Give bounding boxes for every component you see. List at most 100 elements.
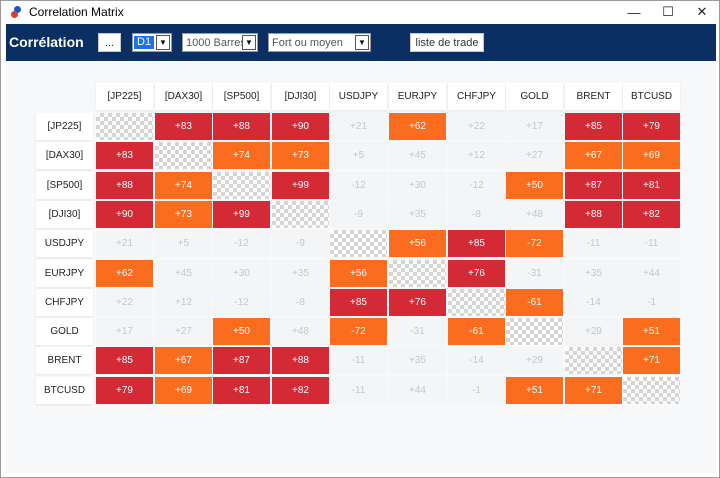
- toolbar-title: Corrélation: [9, 34, 84, 50]
- minimize-button[interactable]: —: [627, 4, 641, 20]
- correlation-cell: +30: [389, 172, 446, 199]
- correlation-cell: +5: [155, 230, 212, 257]
- correlation-cell: +85: [565, 113, 622, 140]
- diagonal-cell: [330, 230, 387, 257]
- maximize-button[interactable]: ☐: [662, 4, 674, 19]
- correlation-cell: -8: [272, 289, 329, 316]
- column-header: [DAX30]: [155, 83, 212, 110]
- window-title: Correlation Matrix: [29, 5, 124, 19]
- close-button[interactable]: ✕: [696, 4, 708, 19]
- strength-value: Fort ou moyen: [272, 37, 343, 49]
- correlation-cell: -12: [213, 289, 270, 316]
- correlation-cell: -31: [389, 318, 446, 345]
- correlation-cell: +22: [96, 289, 153, 316]
- correlation-cell: +79: [96, 377, 153, 404]
- diagonal-cell: [506, 318, 563, 345]
- correlation-cell: +87: [565, 172, 622, 199]
- row-header: [JP225]: [36, 113, 93, 140]
- correlation-cell: -14: [448, 347, 505, 374]
- column-header: [DJI30]: [272, 83, 329, 110]
- correlation-cell: +35: [389, 201, 446, 228]
- row-header: [DAX30]: [36, 142, 93, 169]
- row-header: BRENT: [36, 347, 93, 374]
- correlation-cell: +35: [389, 347, 446, 374]
- correlation-cell: +90: [272, 113, 329, 140]
- column-header: [JP225]: [96, 83, 153, 110]
- correlation-cell: +81: [623, 172, 680, 199]
- correlation-cell: +85: [448, 230, 505, 257]
- bars-select[interactable]: 1000 Barres ▼: [182, 33, 258, 52]
- chevron-down-icon: ▼: [156, 35, 170, 50]
- row-header: BTCUSD: [36, 377, 93, 404]
- trade-list-button[interactable]: liste de trade: [410, 33, 484, 52]
- row-header: [DJI30]: [36, 201, 93, 228]
- correlation-cell: +88: [213, 113, 270, 140]
- timeframe-select[interactable]: D1 ▼: [132, 33, 172, 52]
- diagonal-cell: [565, 347, 622, 374]
- toolbar: Corrélation ... D1 ▼ 1000 Barres ▼ Fort …: [6, 24, 716, 61]
- correlation-cell: +87: [213, 347, 270, 374]
- correlation-cell: +79: [623, 113, 680, 140]
- bars-value: 1000 Barres: [186, 37, 246, 49]
- column-header: BTCUSD: [623, 83, 680, 110]
- timeframe-value: D1: [134, 36, 155, 49]
- column-header: EURJPY: [389, 83, 446, 110]
- correlation-cell: +45: [389, 142, 446, 169]
- row-header: USDJPY: [36, 230, 93, 257]
- correlation-cell: -11: [330, 377, 387, 404]
- row-header: CHFJPY: [36, 289, 93, 316]
- correlation-cell: +21: [330, 113, 387, 140]
- correlation-cell: -72: [506, 230, 563, 257]
- correlation-cell: +83: [155, 113, 212, 140]
- more-button[interactable]: ...: [98, 33, 121, 52]
- column-header: BRENT: [565, 83, 622, 110]
- diagonal-cell: [96, 113, 153, 140]
- correlation-cell: +88: [565, 201, 622, 228]
- correlation-cell: +67: [565, 142, 622, 169]
- row-header: EURJPY: [36, 260, 93, 287]
- correlation-cell: +81: [213, 377, 270, 404]
- correlation-cell: -12: [448, 172, 505, 199]
- correlation-cell: -1: [448, 377, 505, 404]
- correlation-cell: +21: [96, 230, 153, 257]
- correlation-matrix: [JP225] [DAX30] [SP500] [DJI30] USDJPY EURJPY…: [6, 61, 716, 473]
- correlation-cell: +76: [448, 260, 505, 287]
- correlation-cell: +85: [330, 289, 387, 316]
- correlation-cell: -11: [330, 347, 387, 374]
- correlation-cell: +76: [389, 289, 446, 316]
- correlation-cell: +99: [213, 201, 270, 228]
- column-header: USDJPY: [330, 83, 387, 110]
- correlation-cell: +85: [96, 347, 153, 374]
- correlation-cell: -61: [448, 318, 505, 345]
- correlation-cell: +83: [96, 142, 153, 169]
- column-header: GOLD: [506, 83, 563, 110]
- correlation-cell: +12: [448, 142, 505, 169]
- diagonal-cell: [272, 201, 329, 228]
- correlation-cell: +29: [506, 347, 563, 374]
- diagonal-cell: [623, 377, 680, 404]
- correlation-cell: +69: [155, 377, 212, 404]
- correlation-cell: +12: [155, 289, 212, 316]
- diagonal-cell: [389, 260, 446, 287]
- correlation-cell: +30: [213, 260, 270, 287]
- correlation-cell: +48: [506, 201, 563, 228]
- correlation-cell: +90: [96, 201, 153, 228]
- correlation-cell: +73: [155, 201, 212, 228]
- correlation-cell: +99: [272, 172, 329, 199]
- correlation-cell: +73: [272, 142, 329, 169]
- strength-select[interactable]: Fort ou moyen ▼: [268, 33, 371, 52]
- correlation-cell: +88: [272, 347, 329, 374]
- correlation-cell: +82: [623, 201, 680, 228]
- correlation-cell: +62: [389, 113, 446, 140]
- correlation-cell: +17: [96, 318, 153, 345]
- chevron-down-icon: ▼: [242, 35, 256, 50]
- correlation-cell: +74: [213, 142, 270, 169]
- column-header: CHFJPY: [448, 83, 505, 110]
- correlation-cell: +50: [506, 172, 563, 199]
- correlation-cell: -8: [448, 201, 505, 228]
- correlation-cell: +62: [96, 260, 153, 287]
- correlation-cell: +50: [213, 318, 270, 345]
- correlation-cell: +51: [623, 318, 680, 345]
- row-header: [SP500]: [36, 172, 93, 199]
- correlation-cell: +88: [96, 172, 153, 199]
